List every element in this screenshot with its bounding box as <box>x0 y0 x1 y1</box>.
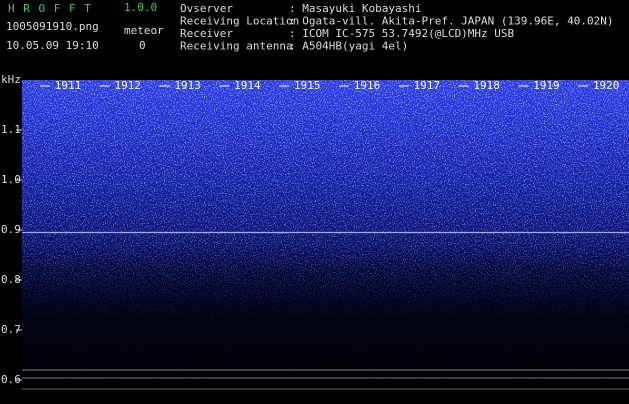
time-label: 1912 <box>115 79 142 92</box>
file-name: 1005091910.png <box>6 20 99 33</box>
field-label: Receiver <box>180 27 233 40</box>
y-tick-label: 1.0 <box>1 173 21 186</box>
time-label: 1916 <box>354 79 381 92</box>
y-tick-label: 0.7 <box>1 323 21 336</box>
y-tick-label: 0.6 <box>1 373 21 386</box>
field-value: : A504HB(yagi 4el) <box>289 40 408 53</box>
app-version: 1.0.0 <box>124 1 157 14</box>
y-tick-label: 0.8 <box>1 273 21 286</box>
field-label: Ovserver <box>180 2 233 15</box>
field-value: : Ogata-vill. Akita-Pref. JAPAN (139.96E… <box>289 15 614 28</box>
meteor-label: meteor <box>124 24 164 37</box>
datetime: 10.05.09 19:10 <box>6 39 99 52</box>
field-label: Receiving antenna <box>180 40 293 53</box>
time-label: 1919 <box>533 79 560 92</box>
time-label: 1918 <box>473 79 500 92</box>
time-label: 1913 <box>174 79 201 92</box>
time-label: 1917 <box>414 79 441 92</box>
y-tick-label: 0.9 <box>1 223 21 236</box>
app-name: H R O F F T <box>8 2 92 15</box>
time-label: 1911 <box>55 79 82 92</box>
field-value: : ICOM IC-575 53.7492(@LCD)MHz USB <box>289 27 515 40</box>
meteor-count: 0 <box>139 39 146 52</box>
y-tick-label: 1.1 <box>1 123 21 136</box>
field-value: : Masayuki Kobayashi <box>289 2 421 15</box>
spectrogram-noise <box>22 80 629 400</box>
field-label: Receiving Location <box>180 15 299 28</box>
y-axis-label: kHz <box>1 73 21 86</box>
time-label: 1920 <box>593 79 620 92</box>
time-label: 1914 <box>234 79 261 92</box>
time-label: 1915 <box>294 79 321 92</box>
